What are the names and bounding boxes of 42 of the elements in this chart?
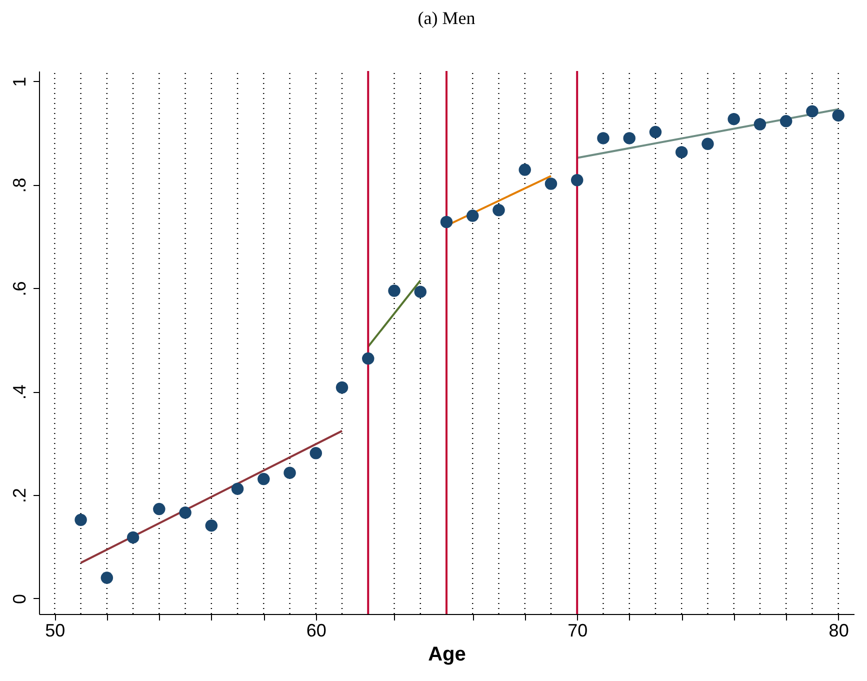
point	[649, 126, 662, 138]
y-tick-label: 0	[10, 594, 30, 604]
x-tick-label: 80	[828, 620, 849, 640]
point	[754, 118, 766, 130]
point	[258, 472, 270, 486]
point	[492, 204, 505, 216]
point	[284, 466, 296, 479]
point	[126, 531, 140, 544]
y-tick-label: .6	[10, 281, 30, 296]
point	[362, 352, 374, 365]
point	[310, 447, 322, 460]
point	[675, 146, 688, 158]
chart-title: (a) Men	[418, 8, 476, 28]
y-tick-label: 1	[10, 76, 30, 87]
y-tick-label: .2	[10, 488, 30, 504]
x-tick-label: 70	[568, 620, 588, 640]
point	[179, 506, 192, 519]
point	[518, 164, 531, 176]
point	[466, 210, 479, 222]
point	[388, 284, 400, 297]
point	[597, 132, 610, 144]
point	[728, 112, 740, 126]
point	[100, 572, 114, 584]
point	[806, 105, 818, 118]
point	[153, 502, 166, 516]
point	[623, 132, 636, 144]
point	[440, 216, 453, 228]
point	[702, 138, 714, 150]
x-tick-label: 60	[306, 620, 326, 640]
point	[544, 178, 558, 190]
point	[231, 482, 244, 495]
point	[570, 174, 584, 186]
x-axis-title: Age	[428, 644, 466, 666]
point	[74, 514, 87, 526]
point	[832, 109, 844, 122]
y-tick-label: .4	[10, 384, 30, 400]
point	[414, 286, 426, 298]
point	[205, 519, 218, 532]
point	[780, 115, 792, 128]
point	[336, 381, 348, 394]
x-tick-label: 50	[45, 620, 66, 640]
y-tick-label: .8	[10, 178, 30, 193]
